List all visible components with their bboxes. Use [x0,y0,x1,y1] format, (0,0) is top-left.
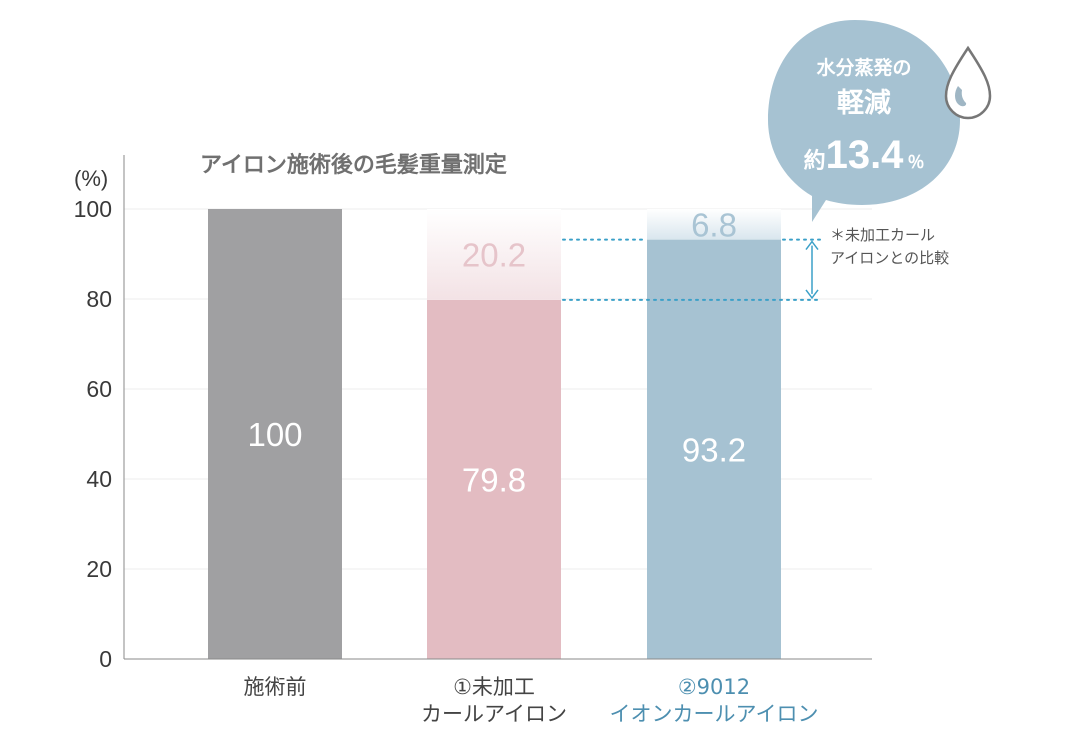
y-tick-label: 60 [86,376,112,402]
comparison-note-line1: ＊未加工カール [830,226,935,244]
category-label-3-line-1: ②9012 [678,675,750,699]
callout-line1: 水分蒸発の [816,56,911,79]
y-tick-label: 100 [74,196,112,222]
axes: 0 20 40 60 80 100 [74,155,872,672]
bar-value-label-2: 79.8 [462,461,526,498]
category-label-3-line-2: イオンカールアイロン [610,702,819,726]
difference-arrow-up [805,240,819,251]
bar-value-2 [427,299,561,659]
category-label-2-line-2: カールアイロン [421,702,567,726]
callout-unit: ％ [907,153,924,173]
bar-loss-label-3: 6.8 [691,206,737,243]
bar-loss-2 [427,209,561,300]
bar-value-label-1: 100 [247,416,302,453]
y-tick-label: 20 [86,556,112,582]
comparison-note-line2: アイロンとの比較 [830,249,949,267]
callout-line2: 軽減 [837,88,891,119]
y-tick-label: 40 [86,466,112,492]
bars [208,209,781,659]
y-axis-unit: (%) [74,166,108,191]
callout-value: 13.4 [826,133,905,177]
bar-value-label-3: 93.2 [682,431,746,468]
bar-loss-3 [647,209,781,240]
bar-value-3 [647,239,781,659]
bar-loss-label-2: 20.2 [462,236,526,273]
difference-arrow-down [805,289,819,300]
callout-bubble: 水分蒸発の 軽減 約13.4 ％ [768,20,960,222]
callout-value-line: 約13.4 ％ [804,133,925,177]
y-tick-label: 80 [86,286,112,312]
category-label-1-line-1: 施術前 [244,675,307,699]
speech-bubble [768,20,960,222]
value-labels: 100 79.8 20.2 93.2 6.8 [247,206,746,498]
chart-title: アイロン施術後の毛髪重量測定 [200,152,507,178]
category-label-2-line-1: ①未加工 [453,675,535,699]
y-tick-label: 0 [99,646,112,672]
callout-prefix: 約 [804,148,826,174]
water-drop-icon [944,45,992,120]
bar-value-1 [208,209,342,659]
comparison-marker [562,238,823,301]
